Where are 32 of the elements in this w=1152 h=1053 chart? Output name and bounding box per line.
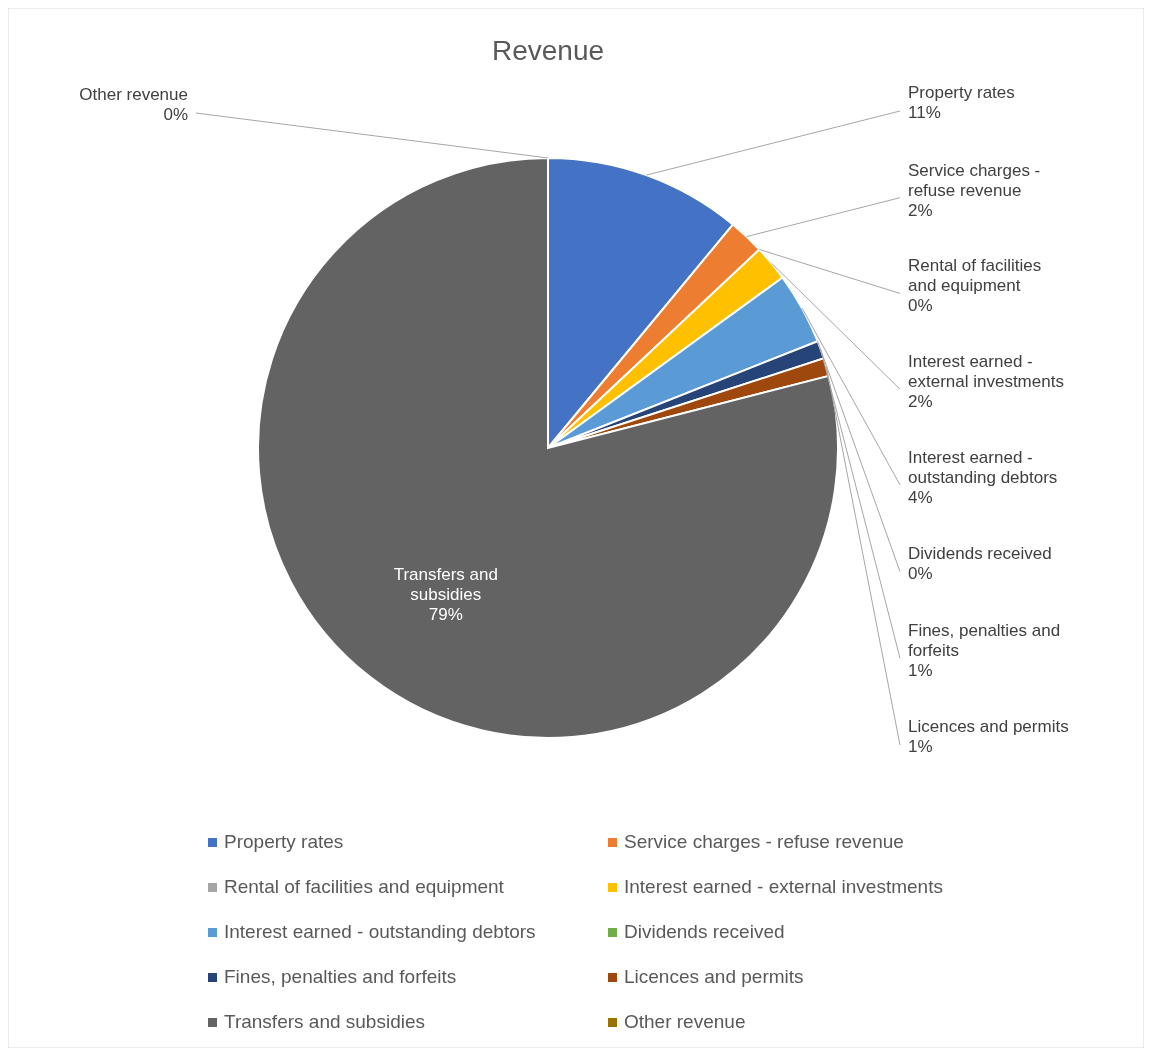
legend-label: Property rates [224, 831, 344, 852]
legend-label: Rental of facilities and equipment [224, 876, 505, 897]
legend-label: Transfers and subsidies [224, 1011, 426, 1032]
legend-label: Other revenue [624, 1011, 746, 1032]
slice-label: Licences and permits [908, 717, 1069, 736]
data-label: 1% [908, 661, 933, 681]
data-label: 79% [428, 604, 463, 624]
slice-label: Property rates [908, 83, 1015, 102]
data-label: 2% [908, 392, 933, 412]
category-label: Other revenue [79, 85, 188, 104]
slice-label: Interest earned - outstanding debtors [908, 447, 1058, 487]
slice-label: Transfers and subsidies [393, 564, 498, 604]
legend-label: Interest earned - external investments [624, 876, 943, 897]
pie-slice [257, 157, 839, 739]
text: 0% [163, 105, 188, 124]
data-label: 4% [908, 487, 933, 507]
slice-label: Fines, penalties and forfeits [908, 621, 1061, 661]
slice-label: Service charges - refuse revenue [908, 160, 1041, 200]
text: 0% [908, 296, 933, 316]
data-label: 2% [908, 200, 933, 220]
category-label: Rental of facilities and equipment [908, 256, 1042, 296]
category-label: Dividends received [908, 543, 1052, 563]
legend-label: Dividends received [624, 921, 785, 942]
data-label: 1% [908, 737, 933, 756]
legend-label: Fines, penalties and forfeits [224, 966, 457, 987]
legend-label: Service charges - refuse revenue [624, 831, 904, 852]
text: 0% [908, 563, 933, 583]
legend-label: Licences and permits [624, 966, 804, 987]
slice-label: Interest earned - external investments [908, 352, 1064, 392]
data-label: 11% [908, 103, 941, 122]
chart-title: Revenue [491, 35, 605, 66]
legend-label: Interest earned - outstanding debtors [224, 921, 536, 942]
